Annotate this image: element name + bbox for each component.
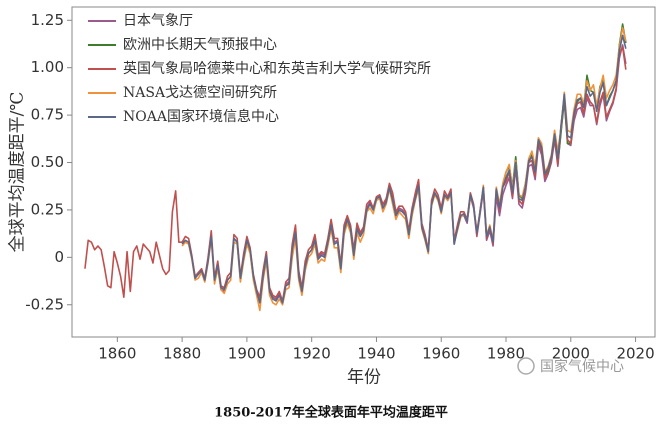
- y-tick-label: 0.75: [31, 106, 64, 124]
- y-tick-label: 0: [54, 248, 64, 266]
- series-line: [216, 44, 627, 304]
- x-tick-label: 1860: [98, 345, 136, 363]
- legend-label: NASA戈达德空间研究所: [123, 85, 277, 101]
- x-tick-label: 1940: [357, 345, 395, 363]
- x-tick-label: 1980: [487, 345, 525, 363]
- y-axis-label: 全球平均温度距平/℃: [8, 92, 28, 253]
- y-tick-label: -0.25: [25, 295, 64, 313]
- x-tick-label: 1900: [228, 345, 266, 363]
- x-tick-label: 1920: [293, 345, 331, 363]
- x-axis-label: 年份: [347, 368, 381, 388]
- chart-caption: 1850-2017年全球表面年平均温度距平: [214, 405, 448, 421]
- series-line: [181, 34, 627, 304]
- watermark: 国家气候中心: [517, 357, 624, 375]
- y-tick-label: 0.25: [31, 200, 64, 218]
- y-tick-label: 0.50: [31, 153, 64, 171]
- legend-label: 日本气象厅: [123, 13, 193, 29]
- watermark-text: 国家气候中心: [540, 358, 624, 375]
- y-tick-label: 1.00: [31, 58, 64, 76]
- x-tick-label: 1880: [163, 345, 201, 363]
- x-tick-label: 2020: [616, 345, 654, 363]
- x-tick-label: 1960: [422, 345, 460, 363]
- y-tick-label: 1.25: [31, 11, 64, 29]
- watermark-icon: [517, 357, 535, 375]
- x-tick-label: 2000: [552, 345, 590, 363]
- legend-label: 英国气象局哈德莱中心和东英吉利大学气候研究所: [123, 60, 431, 77]
- legend-label: NOAA国家环境信息中心: [123, 108, 279, 125]
- legend-label: 欧洲中长期天气预报中心: [123, 37, 277, 53]
- plot-frame: [71, 6, 656, 338]
